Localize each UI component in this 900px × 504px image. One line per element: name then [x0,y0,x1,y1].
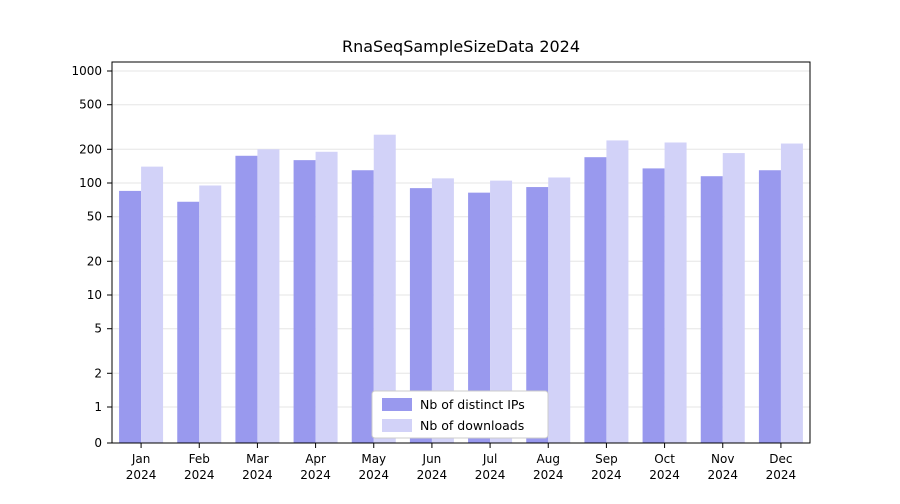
xtick-label-month: Dec [769,452,792,466]
bar-nov-distinct-ips [700,176,723,443]
bar-aug-distinct-ips [526,187,549,443]
bar-sep-downloads [606,140,629,444]
xtick-label-month: Oct [654,452,675,466]
bar-jan-distinct-ips [119,190,142,443]
bar-jun-distinct-ips [409,188,432,443]
ytick-label: 100 [79,176,102,190]
xtick-label-year: 2024 [417,468,448,482]
bar-oct-downloads [664,142,687,443]
ytick-label: 10 [87,288,102,302]
xtick-label-month: Jun [422,452,442,466]
bar-jan-downloads [141,166,164,443]
legend-swatch-distinct-ips [382,398,412,411]
bar-mar-distinct-ips [235,155,258,444]
ytick-label: 2 [94,366,102,380]
xtick-label-year: 2024 [300,468,331,482]
xtick-label-year: 2024 [649,468,680,482]
legend-label-downloads: Nb of downloads [420,418,524,433]
xtick-label-month: Sep [595,452,618,466]
bar-oct-distinct-ips [642,168,665,443]
bar-jul-distinct-ips [468,192,491,443]
xtick-label-year: 2024 [707,468,738,482]
xtick-label-month: Aug [537,452,560,466]
bar-mar-downloads [257,149,280,443]
xtick-label-year: 2024 [766,468,797,482]
axis-labels: 10005002001005020105210Jan2024Feb2024Mar… [71,64,796,482]
xtick-label-month: Mar [246,452,269,466]
ytick-label: 5 [94,322,102,336]
ytick-label: 0 [94,436,102,450]
xtick-label-year: 2024 [126,468,157,482]
bar-jun-downloads [431,178,454,443]
xtick-label-year: 2024 [242,468,273,482]
legend-label-distinct-ips: Nb of distinct IPs [420,397,525,412]
bar-may-distinct-ips [351,170,374,443]
ytick-label: 20 [87,254,102,268]
chart-title: RnaSeqSampleSizeData 2024 [342,37,580,56]
xtick-label-month: May [361,452,386,466]
xtick-label-year: 2024 [358,468,389,482]
xtick-label-year: 2024 [591,468,622,482]
bar-dec-distinct-ips [758,170,781,443]
bar-feb-distinct-ips [177,201,200,443]
bar-sep-distinct-ips [584,157,607,443]
legend-swatch-downloads [382,419,412,432]
ytick-label: 500 [79,98,102,112]
plot-border [111,61,811,444]
xtick-label-month: Nov [711,452,734,466]
bar-nov-downloads [722,153,745,443]
bar-jul-downloads [490,180,513,443]
xtick-label-year: 2024 [184,468,215,482]
bar-dec-downloads [780,143,803,444]
bar-feb-downloads [199,185,222,444]
bars [119,134,803,444]
ytick-label: 50 [87,210,102,224]
xtick-label-year: 2024 [475,468,506,482]
ytick-label: 1000 [71,64,102,78]
legend-box [371,390,549,439]
bar-apr-distinct-ips [293,160,316,444]
legend: Nb of distinct IPs Nb of downloads [371,390,549,439]
xtick-label-year: 2024 [533,468,564,482]
xtick-label-month: Jan [131,452,151,466]
bar-apr-downloads [315,151,338,443]
bar-may-downloads [373,134,396,443]
xtick-label-month: Apr [305,452,326,466]
bar-aug-downloads [548,177,571,443]
ytick-label: 1 [94,400,102,414]
ytick-label: 200 [79,142,102,156]
xtick-label-month: Jul [482,452,497,466]
xtick-label-month: Feb [189,452,210,466]
